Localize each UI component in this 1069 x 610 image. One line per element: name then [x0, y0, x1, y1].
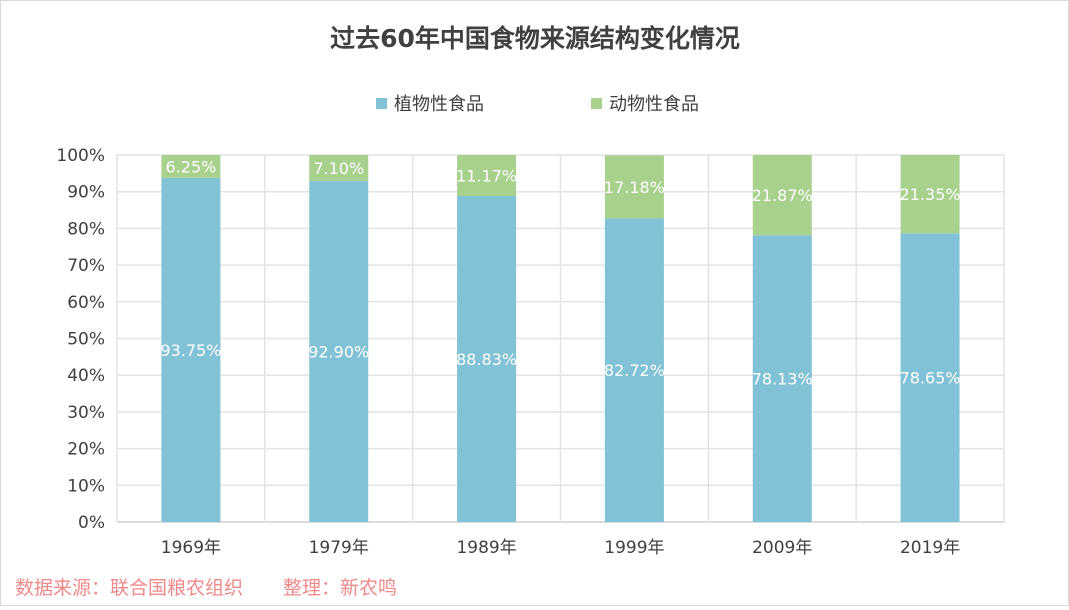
data-label: 88.83% [456, 350, 517, 369]
source-note: 数据来源：联合国粮农组织 [15, 577, 244, 599]
legend-swatch [591, 98, 602, 109]
data-label: 93.75% [160, 341, 221, 360]
y-tick-label: 100% [56, 146, 105, 166]
y-tick-label: 80% [67, 219, 105, 239]
legend-label: 动物性食品 [609, 94, 699, 115]
x-tick-label: 1999年 [604, 538, 664, 558]
bar-segment [457, 155, 517, 196]
y-tick-label: 70% [67, 256, 105, 276]
x-tick-label: 1979年 [309, 538, 369, 558]
legend-label: 植物性食品 [394, 94, 484, 115]
gridlines [116, 154, 1005, 523]
bar-segment [457, 195, 517, 522]
data-label: 82.72% [604, 361, 665, 380]
y-tick-label: 50% [67, 330, 105, 350]
y-tick-label: 40% [67, 366, 105, 386]
bar-segment [752, 155, 812, 236]
stacked-bar-chart: 过去60年中国食物来源结构变化情况 植物性食品 动物性食品 0% 10% 20% 30%… [56, 24, 1005, 558]
chart-title: 过去60年中国食物来源结构变化情况 [330, 24, 740, 53]
credit-note: 整理：新农鸣 [283, 577, 398, 599]
data-label: 7.10% [313, 159, 364, 178]
y-axis: 0% 10% 20% 30% 40% 50% 60% 70% 80% 90% 100% [56, 146, 105, 533]
data-label: 78.13% [752, 370, 813, 389]
data-label: 92.90% [308, 343, 369, 362]
legend: 植物性食品 动物性食品 [376, 94, 699, 115]
data-label: 21.35% [900, 185, 961, 204]
y-tick-label: 0% [78, 513, 105, 533]
x-tick-label: 1969年 [161, 538, 221, 558]
data-label: 6.25% [166, 157, 217, 176]
data-label: 21.87% [752, 186, 813, 205]
data-label: 17.18% [604, 178, 665, 197]
data-label: 78.65% [900, 369, 961, 388]
x-tick-label: 2009年 [752, 538, 812, 558]
data-label: 11.17% [456, 166, 517, 185]
bar-segment [309, 181, 369, 522]
bar-segment [900, 155, 960, 234]
y-tick-label: 60% [67, 293, 105, 313]
bar-segment [161, 177, 221, 522]
x-axis: 1969年 1979年 1989年 1999年 2009年 2019年 [161, 538, 960, 558]
y-tick-label: 10% [67, 476, 105, 496]
bar-segment [161, 155, 221, 178]
x-tick-label: 2019年 [900, 538, 960, 558]
legend-swatch [376, 98, 387, 109]
bar-segment [752, 235, 812, 523]
bar-segment [604, 218, 664, 522]
bar-segment [309, 155, 369, 182]
bar-segment [604, 155, 664, 219]
y-tick-label: 20% [67, 440, 105, 460]
bar-segment [900, 233, 960, 523]
y-tick-label: 90% [67, 183, 105, 203]
footer: 数据来源：联合国粮农组织 整理：新农鸣 [15, 573, 397, 600]
bars: 93.75% 6.25% 92.90% 7.10% 88.83% 11.17% 82.72%… [160, 155, 961, 523]
y-tick-label: 30% [67, 403, 105, 423]
x-tick-label: 1989年 [456, 538, 516, 558]
